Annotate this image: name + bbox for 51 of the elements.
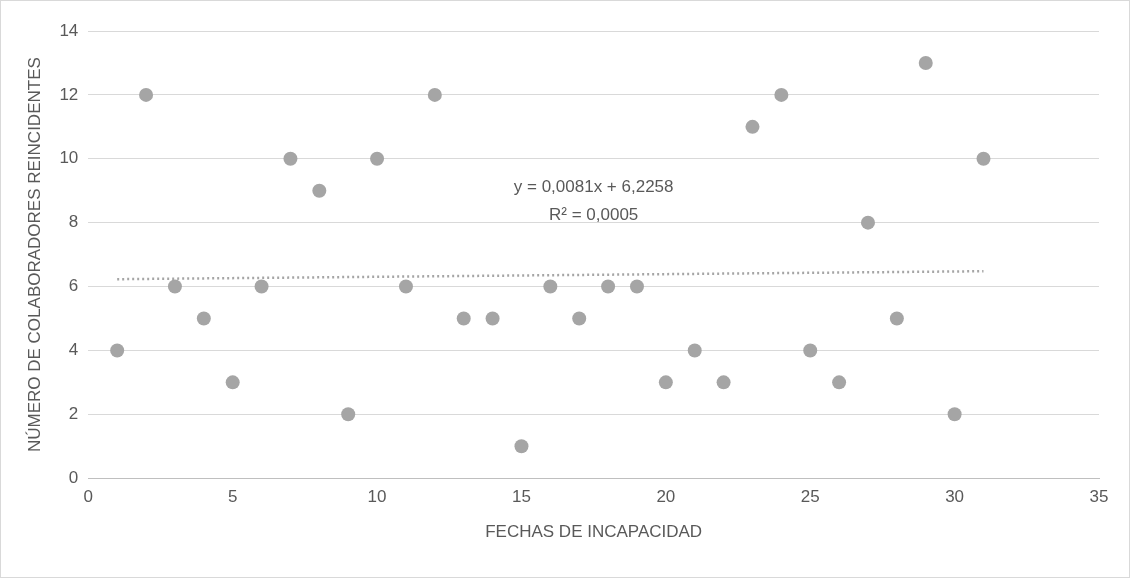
point (110, 343, 125, 358)
point (918, 55, 933, 70)
x-tick-label: 15 (512, 487, 531, 507)
x-tick-label: 20 (656, 487, 676, 507)
annotation: y = 0,0081x + 6,2258 (513, 177, 674, 197)
annotation: R² = 0,0005 (549, 205, 639, 225)
y-tick-label: 10 (59, 148, 79, 168)
point (254, 279, 269, 294)
point (514, 439, 529, 454)
point (427, 87, 442, 102)
point (398, 279, 413, 294)
y-tick-label: 6 (68, 276, 79, 296)
point (167, 279, 182, 294)
point (803, 343, 818, 358)
point (860, 215, 875, 230)
point (543, 279, 558, 294)
point (774, 87, 789, 102)
point (485, 311, 500, 326)
y-tick-label: 4 (68, 340, 79, 360)
point (687, 343, 702, 358)
point (832, 375, 847, 390)
y-tick-label: 0 (68, 467, 79, 487)
x-axis-title: FECHAS DE INCAPACIDAD (485, 522, 703, 542)
point (341, 407, 356, 422)
y-tick-label: 12 (59, 84, 79, 104)
point (716, 375, 731, 390)
x-tick-label: 5 (227, 487, 238, 507)
point (225, 375, 240, 390)
x-tick-label: 30 (945, 487, 965, 507)
point (196, 311, 211, 326)
point (572, 311, 587, 326)
point (629, 279, 644, 294)
point (312, 183, 327, 198)
point (658, 375, 673, 390)
y-tick-label: 2 (68, 404, 79, 423)
point (370, 151, 385, 166)
point (139, 87, 154, 102)
point (456, 311, 471, 326)
y-tick-label: 14 (59, 20, 79, 40)
point (601, 279, 616, 294)
point (745, 119, 760, 134)
point (283, 151, 298, 166)
x-tick-label: 10 (367, 487, 387, 507)
point (889, 311, 904, 326)
x-tick-label: 25 (800, 487, 820, 507)
point (976, 151, 991, 166)
point (947, 407, 962, 422)
x-tick-label: 0 (83, 487, 94, 507)
y-tick-label: 8 (68, 212, 79, 232)
x-tick-label: 35 (1089, 487, 1109, 507)
y-axis-title: NÚMERO DE COLABORADORES REINCIDENTES (24, 57, 44, 453)
